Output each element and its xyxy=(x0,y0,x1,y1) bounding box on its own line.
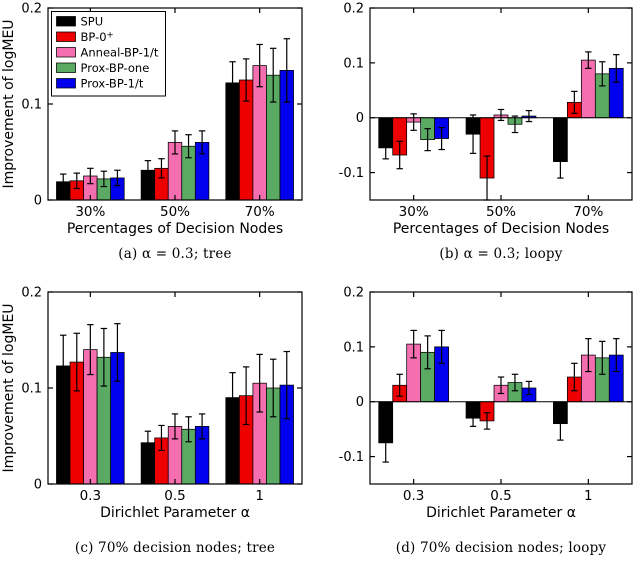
legend-swatch xyxy=(56,31,76,42)
y-tick-label: 0.2 xyxy=(21,2,42,17)
bars-group xyxy=(56,349,294,485)
legend-label: Anneal-BP-1/t xyxy=(81,46,159,60)
caption-d: (d) 70% decision nodes; loopy xyxy=(395,540,607,556)
error-bars-group xyxy=(382,51,620,201)
y-tick-label: 0 xyxy=(34,478,42,493)
chart-c-canvas: 0 0.1 0.2 0.3 0.5 1 Dirichlet Parameter α Impro… xyxy=(0,284,314,524)
legend-label: BP-0+ xyxy=(81,30,114,44)
legend-label: Prox-BP-1/t xyxy=(81,77,144,91)
subplot-c: 0 0.1 0.2 0.3 0.5 1 Dirichlet Parameter α Impro… xyxy=(0,284,314,556)
x-tick-label: 30% xyxy=(399,204,429,220)
x-axis-label: Dirichlet Parameter α xyxy=(100,505,250,521)
x-tick-label: 70% xyxy=(573,204,603,220)
y-tick-label: 0.2 xyxy=(343,286,364,301)
y-tick-label: 0.2 xyxy=(343,2,364,17)
chart-b-svg: -0.1 0 0.1 0.2 30% 50% 70%Percentages of Decis… xyxy=(339,2,633,237)
legend-swatch xyxy=(56,47,76,58)
chart-d-svg: -0.1 0 0.1 0.2 0.3 0.5 1 Dirichlet Parameter α xyxy=(339,286,633,521)
subplot-b: -0.1 0 0.1 0.2 30% 50% 70% Percentages of Decis… xyxy=(326,0,640,262)
y-tick-label: 0.1 xyxy=(21,382,42,397)
chart-b-canvas: -0.1 0 0.1 0.2 30% 50% 70% Percentages of Decis… xyxy=(326,0,640,240)
caption-c: (c) 70% decision nodes; tree xyxy=(74,540,276,556)
y-tick-label: 0 xyxy=(356,111,364,126)
x-tick-label: 1 xyxy=(584,488,593,504)
y-tick-label: 0.1 xyxy=(343,56,364,71)
caption-a: (a) α = 0.3; tree xyxy=(118,246,232,262)
x-tick-label: 70% xyxy=(245,204,275,220)
x-axis-label: Percentages of Decision Nodes xyxy=(393,221,609,237)
legend-label: SPU xyxy=(81,15,104,29)
subplot-a: 0 0.1 0.2 30% 50% 70% Percentages of Decision … xyxy=(0,0,314,262)
y-tick-label: 0.1 xyxy=(21,98,42,113)
chart-c-svg: 0 0.1 0.2 0.3 0.5 1 Dirichlet Parameter α Impro… xyxy=(1,286,303,521)
y-tick-label: -0.1 xyxy=(339,450,364,465)
x-tick-label: 50% xyxy=(486,204,516,220)
error-bars-group xyxy=(60,323,290,455)
legend-label: Prox-BP-one xyxy=(81,61,150,75)
legend-swatch xyxy=(56,62,76,73)
error-bars-group xyxy=(60,38,290,191)
y-tick-label: 0.1 xyxy=(343,340,364,355)
y-tick-label: -0.1 xyxy=(339,166,364,181)
y-tick-label: 0 xyxy=(356,395,364,410)
error-bars-group xyxy=(382,329,620,463)
y-axis-label: Improvement of logMEU xyxy=(1,303,17,472)
x-tick-label: 30% xyxy=(75,204,105,220)
y-tick-label: 0 xyxy=(34,194,42,209)
caption-b: (b) α = 0.3; loopy xyxy=(439,246,563,262)
legend-swatch xyxy=(56,78,76,89)
x-tick-label: 0.5 xyxy=(164,488,185,504)
subplot-d: -0.1 0 0.1 0.2 0.3 0.5 1 Dirichlet Parameter α … xyxy=(326,284,640,556)
x-tick-label: 0.3 xyxy=(403,488,424,504)
legend-swatch xyxy=(56,16,76,27)
x-axis-label: Dirichlet Parameter α xyxy=(426,505,576,521)
chart-a-svg: 0 0.1 0.2 30% 50% 70%Percentages of Decision … xyxy=(1,2,303,237)
y-tick-label: 0.2 xyxy=(21,286,42,301)
x-tick-label: 0.5 xyxy=(490,488,511,504)
y-axis-label: Improvement of logMEU xyxy=(1,19,17,188)
chart-d-canvas: -0.1 0 0.1 0.2 0.3 0.5 1 Dirichlet Parameter α xyxy=(326,284,640,524)
x-axis-label: Percentages of Decision Nodes xyxy=(67,221,283,237)
chart-a-canvas: 0 0.1 0.2 30% 50% 70% Percentages of Decision … xyxy=(0,0,314,240)
x-tick-label: 0.3 xyxy=(80,488,101,504)
x-tick-label: 1 xyxy=(255,488,264,504)
x-tick-label: 50% xyxy=(160,204,190,220)
